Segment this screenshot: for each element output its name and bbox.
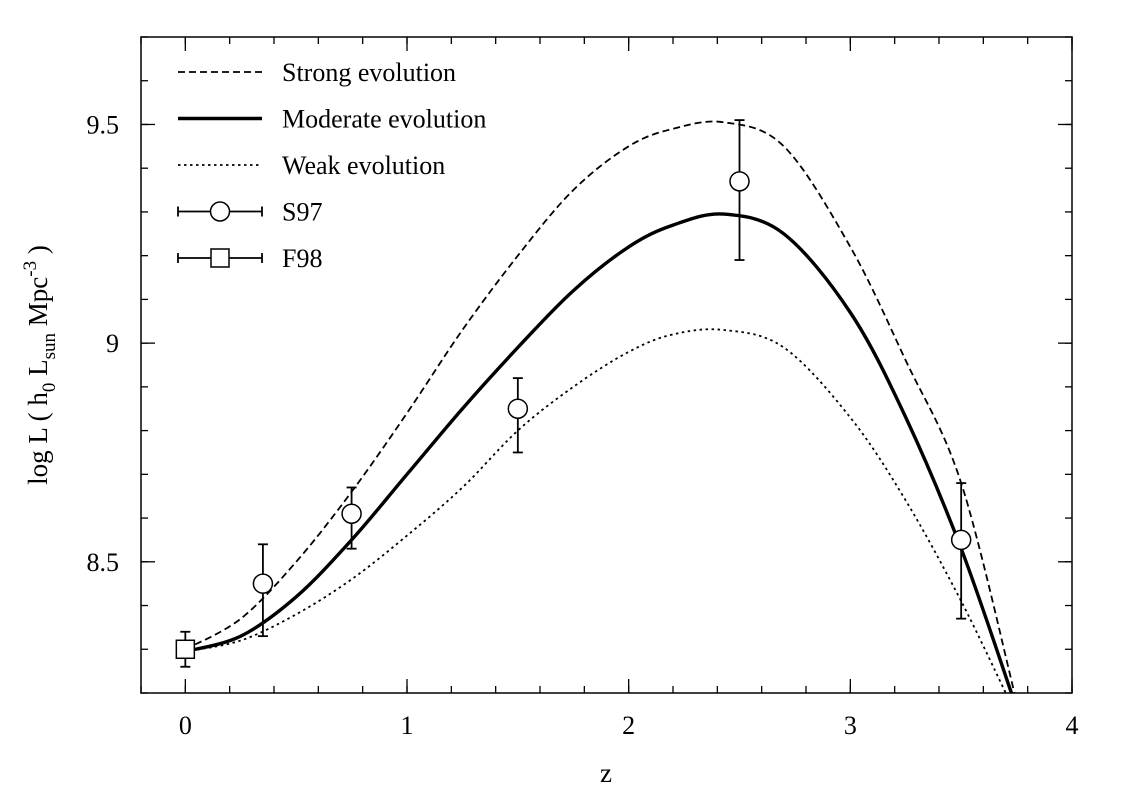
f98-point [175,639,196,660]
axis-tick-labels: 0 1 2 3 4 8.5 9 9.5 [87,110,1079,740]
legend-f98-marker [210,248,230,268]
s97-point [729,171,750,192]
legend: Strong evolution Moderate evolution Weak e… [177,58,486,273]
y-tick-label: 9.5 [87,110,120,139]
series-line-moderate-evolution [184,212,1014,693]
s97-point [252,573,274,594]
x-tick-label: 2 [622,711,635,740]
s97-point [950,529,972,551]
x-tick-label: 3 [844,711,857,740]
model-curves [184,120,1016,693]
legend-label: S97 [282,198,322,227]
legend-label: Moderate evolution [282,105,486,134]
legend-label: F98 [282,244,322,273]
plot-frame [140,36,1073,694]
axis-ticks [140,36,1073,694]
x-tick-label: 4 [1066,711,1079,740]
x-axis-label: z [600,758,612,788]
series-line-weak-evolution [185,328,1007,693]
x-tick-label: 0 [179,711,192,740]
s97-point [341,503,362,524]
y-tick-label: 9 [106,329,119,358]
y-axis-label: log L ( h0 Lsun Mpc-3 ) [20,245,60,485]
x-tick-label: 1 [401,711,414,740]
data-points [175,119,972,668]
s97-point [507,398,529,419]
legend-s97-marker [209,201,231,222]
series-line-strong-evolution [184,120,1016,693]
legend-label: Strong evolution [282,58,456,87]
legend-label: Weak evolution [282,151,445,180]
y-tick-label: 8.5 [87,548,120,577]
